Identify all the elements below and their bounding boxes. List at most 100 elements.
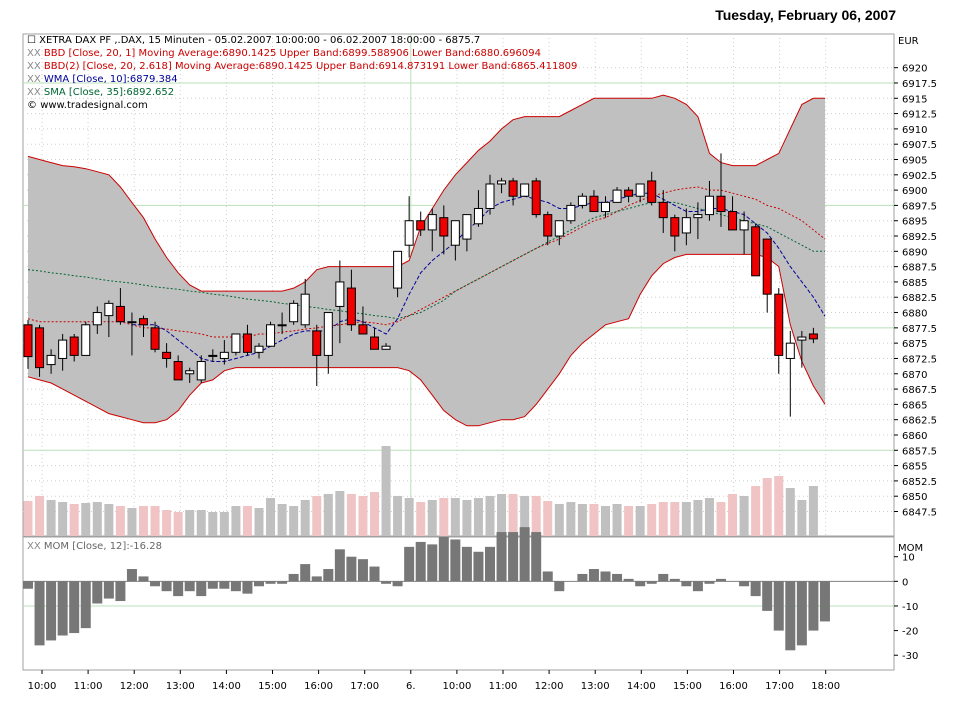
price-tick-label: 6855 <box>902 462 927 473</box>
mom-panel: 10 0 -10 -20 -30 MOM XX MOM [Close, 12]:-16.28 <box>22 527 923 671</box>
price-tick-label: 6862.5 <box>902 416 937 427</box>
x-tick-label: 10:00 <box>28 681 57 692</box>
mom-bar <box>542 571 553 582</box>
legend-text: BBD [Close, 20, 1] Moving Average:6890.1… <box>44 48 541 59</box>
candle-up <box>462 214 472 240</box>
mom-bar <box>80 581 91 629</box>
mom-bar <box>623 578 634 582</box>
candle-up <box>473 207 483 225</box>
date-header: Tuesday, February 06, 2007 <box>715 7 896 23</box>
price-tick-label: 6917.5 <box>902 79 937 90</box>
price-tick-label: 6860 <box>902 431 927 442</box>
volume-bar <box>681 502 691 536</box>
volume-bar <box>624 506 634 536</box>
x-tick-label: 15:00 <box>258 681 287 692</box>
candle-down <box>115 305 125 323</box>
mom-bar <box>588 569 599 582</box>
x-tick-label: 17:00 <box>350 681 379 692</box>
mom-bar <box>461 546 472 582</box>
mom-bar <box>196 581 207 597</box>
price-tick-label: 6915 <box>902 94 927 105</box>
mom-bar <box>369 566 380 582</box>
candle-up <box>693 214 703 219</box>
mom-bar <box>438 537 449 582</box>
volume-bar <box>670 502 680 536</box>
candle-down <box>358 324 368 335</box>
candle-down <box>139 318 148 326</box>
candle-up <box>485 183 495 209</box>
candle-down <box>716 195 726 213</box>
mom-bar <box>230 581 241 592</box>
candle-up <box>393 250 403 289</box>
price-tick-label: 6897.5 <box>902 201 937 212</box>
volume-bar <box>231 506 241 536</box>
candle-up <box>520 183 530 197</box>
mom-bar <box>808 581 819 631</box>
mom-bar <box>254 581 264 587</box>
candle-up <box>566 204 576 222</box>
candle-up <box>450 220 460 246</box>
mom-tick-label: -10 <box>902 602 918 613</box>
price-tick-label: 6892.5 <box>902 232 937 243</box>
volume-bar <box>127 508 137 536</box>
volume-bar <box>601 506 610 536</box>
volume-bar <box>277 504 287 536</box>
candle-up <box>219 351 229 359</box>
volume-bar <box>254 508 264 536</box>
candle-up <box>739 220 749 231</box>
candle-up <box>46 354 56 366</box>
mom-bar <box>739 581 750 587</box>
price-tick-label: 6885 <box>902 278 927 289</box>
mom-bar <box>716 578 726 582</box>
mom-bar <box>300 564 311 582</box>
mom-bar <box>57 581 68 636</box>
volume-bar <box>520 496 530 536</box>
candle-up <box>254 345 264 353</box>
mom-bar <box>23 581 33 589</box>
candle-down <box>312 330 322 356</box>
mom-bar <box>277 581 288 584</box>
volume-bar <box>762 478 772 536</box>
mom-bar <box>138 576 149 582</box>
price-tick-label: 6895 <box>902 217 927 228</box>
mom-bar <box>323 569 334 582</box>
candle-up <box>231 333 241 353</box>
mom-bar <box>219 581 230 589</box>
volume-bar <box>416 502 426 536</box>
candle-up <box>58 339 68 359</box>
legend-glyph-icon: XX <box>27 87 44 98</box>
volume-bar <box>450 498 460 536</box>
candle-down <box>658 201 668 219</box>
mom-bar <box>658 573 669 582</box>
volume-bar <box>554 504 564 536</box>
legend-entry: ☐ XETRA DAX PF ,.DAX, 15 Minuten - 05.02… <box>27 35 480 46</box>
mom-bar <box>508 532 519 582</box>
volume-bar <box>242 506 252 536</box>
candle-down <box>728 211 738 231</box>
volume-bar <box>150 506 160 536</box>
candle-up <box>277 324 287 327</box>
volume-bar <box>173 512 183 536</box>
volume-bar <box>358 496 368 536</box>
volume-bar <box>612 504 622 536</box>
legend-entry: XX BBD(2) [Close, 20, 2.618] Moving Aver… <box>27 61 577 72</box>
mom-bar <box>404 546 415 582</box>
mom-bar <box>531 532 542 582</box>
mom-bar <box>819 581 830 622</box>
mom-bar <box>750 581 761 597</box>
x-tick-label: 15:00 <box>673 681 702 692</box>
volume-bar <box>162 510 172 536</box>
mom-bar <box>126 569 137 582</box>
candle-down <box>589 195 599 213</box>
candle-up <box>785 342 795 359</box>
price-tick-label: 6905 <box>902 156 927 167</box>
price-tick-label: 6875 <box>902 339 927 350</box>
candle-up <box>335 281 345 307</box>
volume-bar <box>312 496 322 536</box>
price-tick-label: 6907.5 <box>902 140 937 151</box>
candle-down <box>751 226 761 277</box>
mom-bar <box>150 581 161 587</box>
legend-glyph-icon: XX <box>27 74 44 85</box>
x-tick-label: 14:00 <box>627 681 656 692</box>
mom-tick-label: -20 <box>902 627 918 638</box>
